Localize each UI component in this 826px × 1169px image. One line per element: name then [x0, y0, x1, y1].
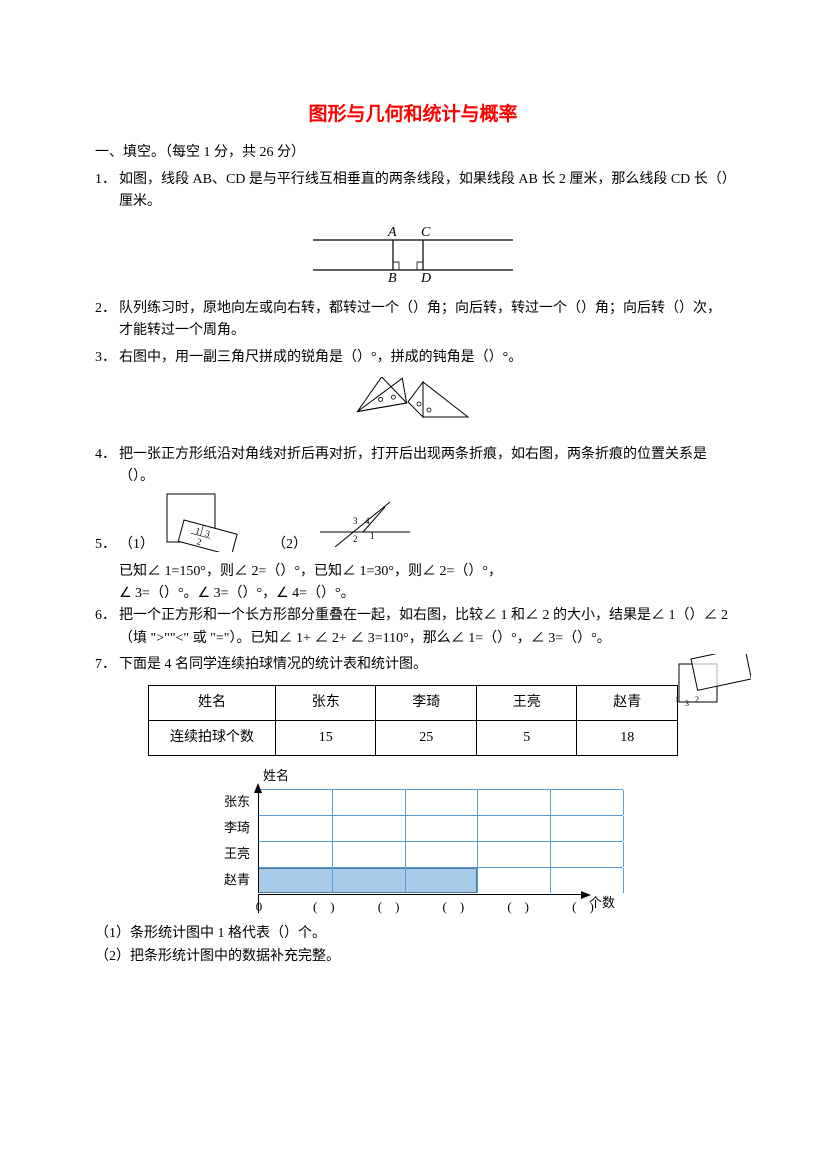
- svg-text:3: 3: [685, 699, 689, 708]
- tick-label: ( ): [313, 897, 335, 918]
- q7-table: 姓名 张东 李琦 王亮 赵青 连续拍球个数 15 25 5 18: [148, 685, 678, 757]
- bar-fill: [259, 868, 477, 893]
- q1-figure: A B C D: [95, 222, 731, 290]
- q7-number: 7．: [95, 654, 119, 676]
- bar-label: 李琦: [203, 818, 258, 839]
- bar-row: 赵青: [203, 867, 623, 893]
- q4-text: 把一张正方形纸沿对角线对折后再对折，打开后出现两条折痕，如右图，两条折痕的位置关…: [119, 444, 731, 489]
- svg-text:2: 2: [353, 534, 358, 544]
- label-d: D: [420, 271, 431, 282]
- q5-figure-2: 3 4 2 1: [315, 497, 415, 560]
- q5-number: 5．: [95, 534, 119, 560]
- q3-number: 3．: [95, 347, 119, 369]
- q1-text: 如图，线段 AB、CD 是与平行线互相垂直的两条线段，如果线段 AB 长 2 厘…: [119, 169, 731, 214]
- q7-bar-chart: 姓名 张东李琦王亮赵青 0( )( )( )( )( ) 个数: [203, 766, 623, 913]
- bar-track: [258, 867, 623, 893]
- question-2: 2． 队列练习时，原地向左或向右转，都转过一个（）角；向后转，转过一个（）角；向…: [95, 298, 731, 343]
- svg-text:4: 4: [365, 516, 370, 526]
- q7-sub1: （1）条形统计图中 1 格代表（）个。: [95, 923, 731, 945]
- q6-text: 把一个正方形和一个长方形部分重叠在一起，如右图，比较∠ 1 和∠ 2 的大小，结…: [119, 605, 731, 650]
- tick-label: ( ): [572, 897, 594, 918]
- q5-sub2: （2）: [272, 534, 307, 560]
- bar-label: 赵青: [203, 870, 258, 891]
- q5-line2: ∠ 3=（）°。∠ 3=（）°，∠ 4=（）°。: [95, 583, 731, 605]
- table-data-row: 连续拍球个数 15 25 5 18: [149, 721, 678, 756]
- q4-number: 4．: [95, 444, 119, 489]
- q1-number: 1．: [95, 169, 119, 214]
- bar-label: 王亮: [203, 844, 258, 865]
- question-7: 7． 下面是 4 名同学连续拍球情况的统计表和统计图。: [95, 654, 731, 676]
- q7-sub2: （2）把条形统计图中的数据补充完整。: [95, 946, 731, 968]
- cell-4: 18: [577, 721, 678, 756]
- th-2: 李琦: [376, 685, 477, 720]
- label-b: B: [388, 271, 397, 282]
- cell-2: 25: [376, 721, 477, 756]
- tick-label: 0: [256, 897, 263, 918]
- th-4: 赵青: [577, 685, 678, 720]
- bar-row: 张东: [203, 789, 623, 815]
- bar-track: [258, 815, 623, 841]
- th-3: 王亮: [476, 685, 577, 720]
- cell-1: 15: [275, 721, 376, 756]
- question-1: 1． 如图，线段 AB、CD 是与平行线互相垂直的两条线段，如果线段 AB 长 …: [95, 169, 731, 214]
- bar-track: [258, 789, 623, 815]
- bar-row: 王亮: [203, 841, 623, 867]
- cell-3: 5: [476, 721, 577, 756]
- label-a: A: [387, 225, 397, 240]
- label-c: C: [421, 225, 431, 240]
- q2-number: 2．: [95, 298, 119, 343]
- table-header-row: 姓名 张东 李琦 王亮 赵青: [149, 685, 678, 720]
- tick-label: ( ): [378, 897, 400, 918]
- bar-row: 李琦: [203, 815, 623, 841]
- row-label: 连续拍球个数: [149, 721, 276, 756]
- q5-sub1: （1）: [119, 534, 154, 560]
- q5-figure-1: 1 3 2: [162, 492, 252, 560]
- y-axis-title: 姓名: [203, 766, 623, 787]
- tick-label: ( ): [507, 897, 529, 918]
- section-header-1: 一、填空。（每空 1 分，共 26 分）: [95, 142, 731, 164]
- svg-text:1: 1: [370, 531, 375, 541]
- q7-text: 下面是 4 名同学连续拍球情况的统计表和统计图。: [119, 654, 731, 676]
- svg-text:1: 1: [675, 695, 679, 704]
- svg-text:3: 3: [353, 516, 358, 526]
- bar-track: [258, 841, 623, 867]
- svg-text:2: 2: [695, 695, 699, 704]
- page-title: 图形与几何和统计与概率: [95, 100, 731, 130]
- q6-figure: 1 3 2: [671, 654, 751, 722]
- q3-text: 右图中，用一副三角尺拼成的锐角是（）°，拼成的钝角是（）°。: [119, 347, 731, 369]
- q6-number: 6．: [95, 605, 119, 650]
- tick-label: ( ): [443, 897, 465, 918]
- question-5: 5． （1） 1 3 2 （2） 3 4 2 1: [95, 492, 731, 560]
- question-4: 4． 把一张正方形纸沿对角线对折后再对折，打开后出现两条折痕，如右图，两条折痕的…: [95, 444, 731, 489]
- q2-text: 队列练习时，原地向左或向右转，都转过一个（）角；向后转，转过一个（）角；向后转（…: [119, 298, 731, 343]
- question-6: 6． 把一个正方形和一个长方形部分重叠在一起，如右图，比较∠ 1 和∠ 2 的大…: [95, 605, 731, 650]
- question-3: 3． 右图中，用一副三角尺拼成的锐角是（）°，拼成的钝角是（）°。: [95, 347, 731, 369]
- bar-label: 张东: [203, 792, 258, 813]
- q5-line1: 已知∠ 1=150°，则∠ 2=（）°，已知∠ 1=30°，则∠ 2=（）°，: [95, 561, 731, 583]
- th-name: 姓名: [149, 685, 276, 720]
- q3-figure: [95, 377, 731, 435]
- th-1: 张东: [275, 685, 376, 720]
